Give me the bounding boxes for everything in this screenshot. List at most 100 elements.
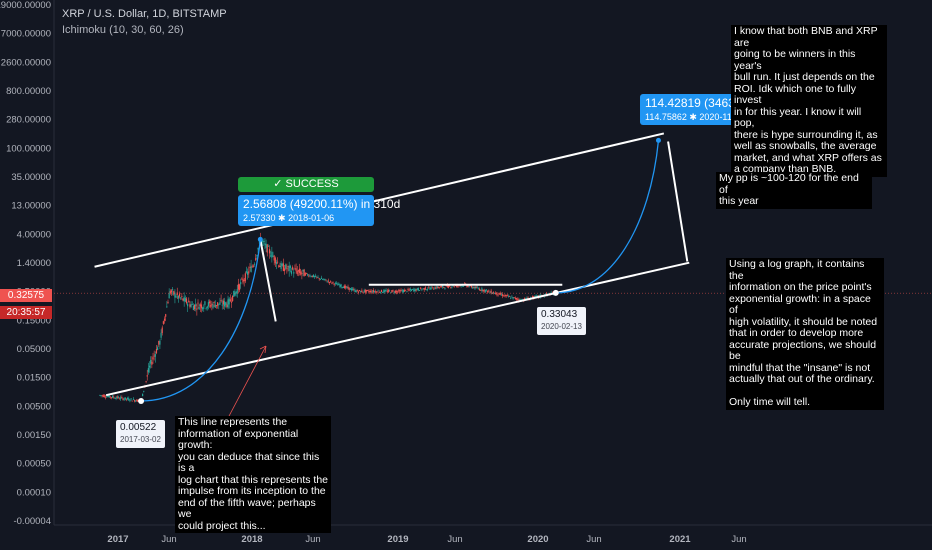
lower-trend-line[interactable] bbox=[105, 261, 690, 397]
candle bbox=[429, 286, 431, 291]
candle bbox=[413, 287, 415, 293]
candle bbox=[513, 297, 515, 299]
candle bbox=[252, 264, 255, 268]
candle bbox=[394, 289, 396, 294]
candle bbox=[113, 395, 115, 399]
candle bbox=[226, 301, 228, 309]
candle bbox=[280, 260, 282, 272]
candle bbox=[251, 264, 253, 268]
note-target[interactable]: My pp is ~100-120 for the end of this ye… bbox=[716, 172, 872, 209]
candle bbox=[240, 278, 242, 289]
x-tick-label: 2017 bbox=[107, 534, 128, 545]
candle bbox=[188, 297, 190, 303]
candle bbox=[322, 278, 324, 281]
candle bbox=[193, 304, 196, 311]
candle bbox=[121, 395, 123, 399]
candle bbox=[369, 289, 371, 294]
candle bbox=[244, 271, 246, 284]
candle bbox=[451, 286, 453, 289]
candle bbox=[375, 289, 377, 293]
candle bbox=[377, 289, 379, 292]
projection-curve[interactable] bbox=[555, 140, 660, 294]
note-exponential-line[interactable]: This line represents the information of … bbox=[175, 416, 331, 533]
candle bbox=[203, 304, 205, 312]
candle bbox=[159, 339, 161, 350]
candle bbox=[417, 287, 420, 292]
candle bbox=[357, 290, 360, 295]
candle bbox=[207, 299, 209, 310]
candle bbox=[243, 278, 245, 287]
candle bbox=[332, 281, 334, 285]
candle bbox=[237, 278, 240, 294]
indicator-label[interactable]: Ichimoku (10, 30, 60, 26) bbox=[62, 24, 184, 36]
candle bbox=[477, 287, 480, 290]
candle bbox=[407, 287, 409, 292]
candle bbox=[223, 297, 226, 310]
candle bbox=[372, 288, 375, 294]
candle bbox=[142, 393, 144, 397]
candle bbox=[245, 266, 248, 274]
callout-2018-sub: 2.57330 ✱ 2018-01-06 bbox=[243, 213, 335, 223]
candle bbox=[293, 268, 295, 278]
candle bbox=[514, 296, 516, 300]
candle bbox=[422, 288, 424, 290]
candle bbox=[257, 247, 259, 254]
candle bbox=[421, 288, 423, 292]
candle bbox=[301, 270, 303, 280]
note-top-right[interactable]: I know that both BNB and XRP are going t… bbox=[731, 25, 887, 177]
candle bbox=[146, 369, 148, 381]
impulse-line[interactable] bbox=[667, 141, 689, 262]
y-tick-label: 35.00000 bbox=[11, 172, 51, 183]
candle bbox=[415, 288, 417, 292]
projection-curve[interactable] bbox=[141, 239, 261, 402]
projection-start-point bbox=[552, 289, 559, 296]
low-2020-label[interactable]: 0.33043 2020-02-13 bbox=[537, 307, 586, 335]
candle bbox=[148, 361, 151, 373]
candle bbox=[492, 291, 495, 295]
candle bbox=[264, 238, 266, 250]
low-2017-value: 0.00522 bbox=[120, 422, 157, 433]
candle bbox=[215, 305, 218, 309]
candle bbox=[116, 395, 118, 400]
candle bbox=[330, 280, 332, 283]
candle bbox=[233, 290, 235, 297]
candle bbox=[305, 272, 308, 275]
candle bbox=[285, 263, 287, 270]
candle bbox=[360, 290, 362, 293]
candle bbox=[313, 275, 316, 279]
candle bbox=[137, 399, 139, 403]
low-2017-label[interactable]: 0.00522 2017-03-02 bbox=[116, 420, 165, 448]
candle bbox=[363, 288, 365, 294]
candle bbox=[153, 350, 155, 361]
candle bbox=[117, 395, 119, 399]
candle bbox=[160, 329, 162, 341]
y-axis-panel[interactable] bbox=[0, 0, 54, 550]
impulse-line[interactable] bbox=[259, 239, 277, 322]
candle bbox=[123, 397, 125, 401]
candle bbox=[481, 286, 483, 293]
candle bbox=[197, 299, 199, 309]
candle bbox=[310, 275, 312, 278]
candle bbox=[232, 295, 234, 303]
candle bbox=[190, 301, 192, 309]
candle bbox=[378, 290, 380, 293]
candle bbox=[499, 291, 501, 296]
candle bbox=[263, 238, 265, 247]
candle bbox=[364, 288, 366, 295]
callout-2018[interactable]: 2.56808 (49200.11%) in 310d 2.57330 ✱ 20… bbox=[238, 195, 400, 226]
candle bbox=[289, 264, 291, 273]
success-label[interactable]: ✓ SUCCESS bbox=[238, 177, 374, 192]
candle bbox=[403, 288, 406, 292]
candle bbox=[478, 287, 481, 291]
candle bbox=[185, 297, 188, 305]
x-tick-label: Jun bbox=[731, 534, 746, 545]
candle bbox=[217, 302, 219, 309]
candle bbox=[143, 390, 145, 393]
note-log-graph[interactable]: Using a log graph, it contains the infor… bbox=[726, 258, 884, 410]
upper-trend-line[interactable] bbox=[94, 132, 665, 268]
candle bbox=[368, 289, 370, 294]
y-tick-label: 0.00500 bbox=[17, 401, 51, 412]
candle bbox=[395, 289, 398, 295]
candle bbox=[503, 294, 505, 297]
